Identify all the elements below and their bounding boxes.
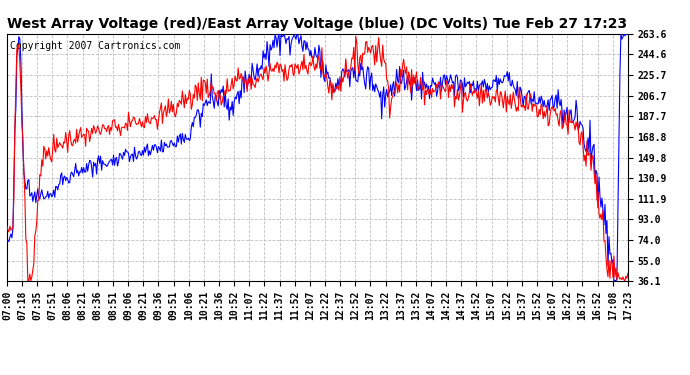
Text: Copyright 2007 Cartronics.com: Copyright 2007 Cartronics.com [10,41,180,51]
Text: West Array Voltage (red)/East Array Voltage (blue) (DC Volts) Tue Feb 27 17:23: West Array Voltage (red)/East Array Volt… [7,17,627,31]
